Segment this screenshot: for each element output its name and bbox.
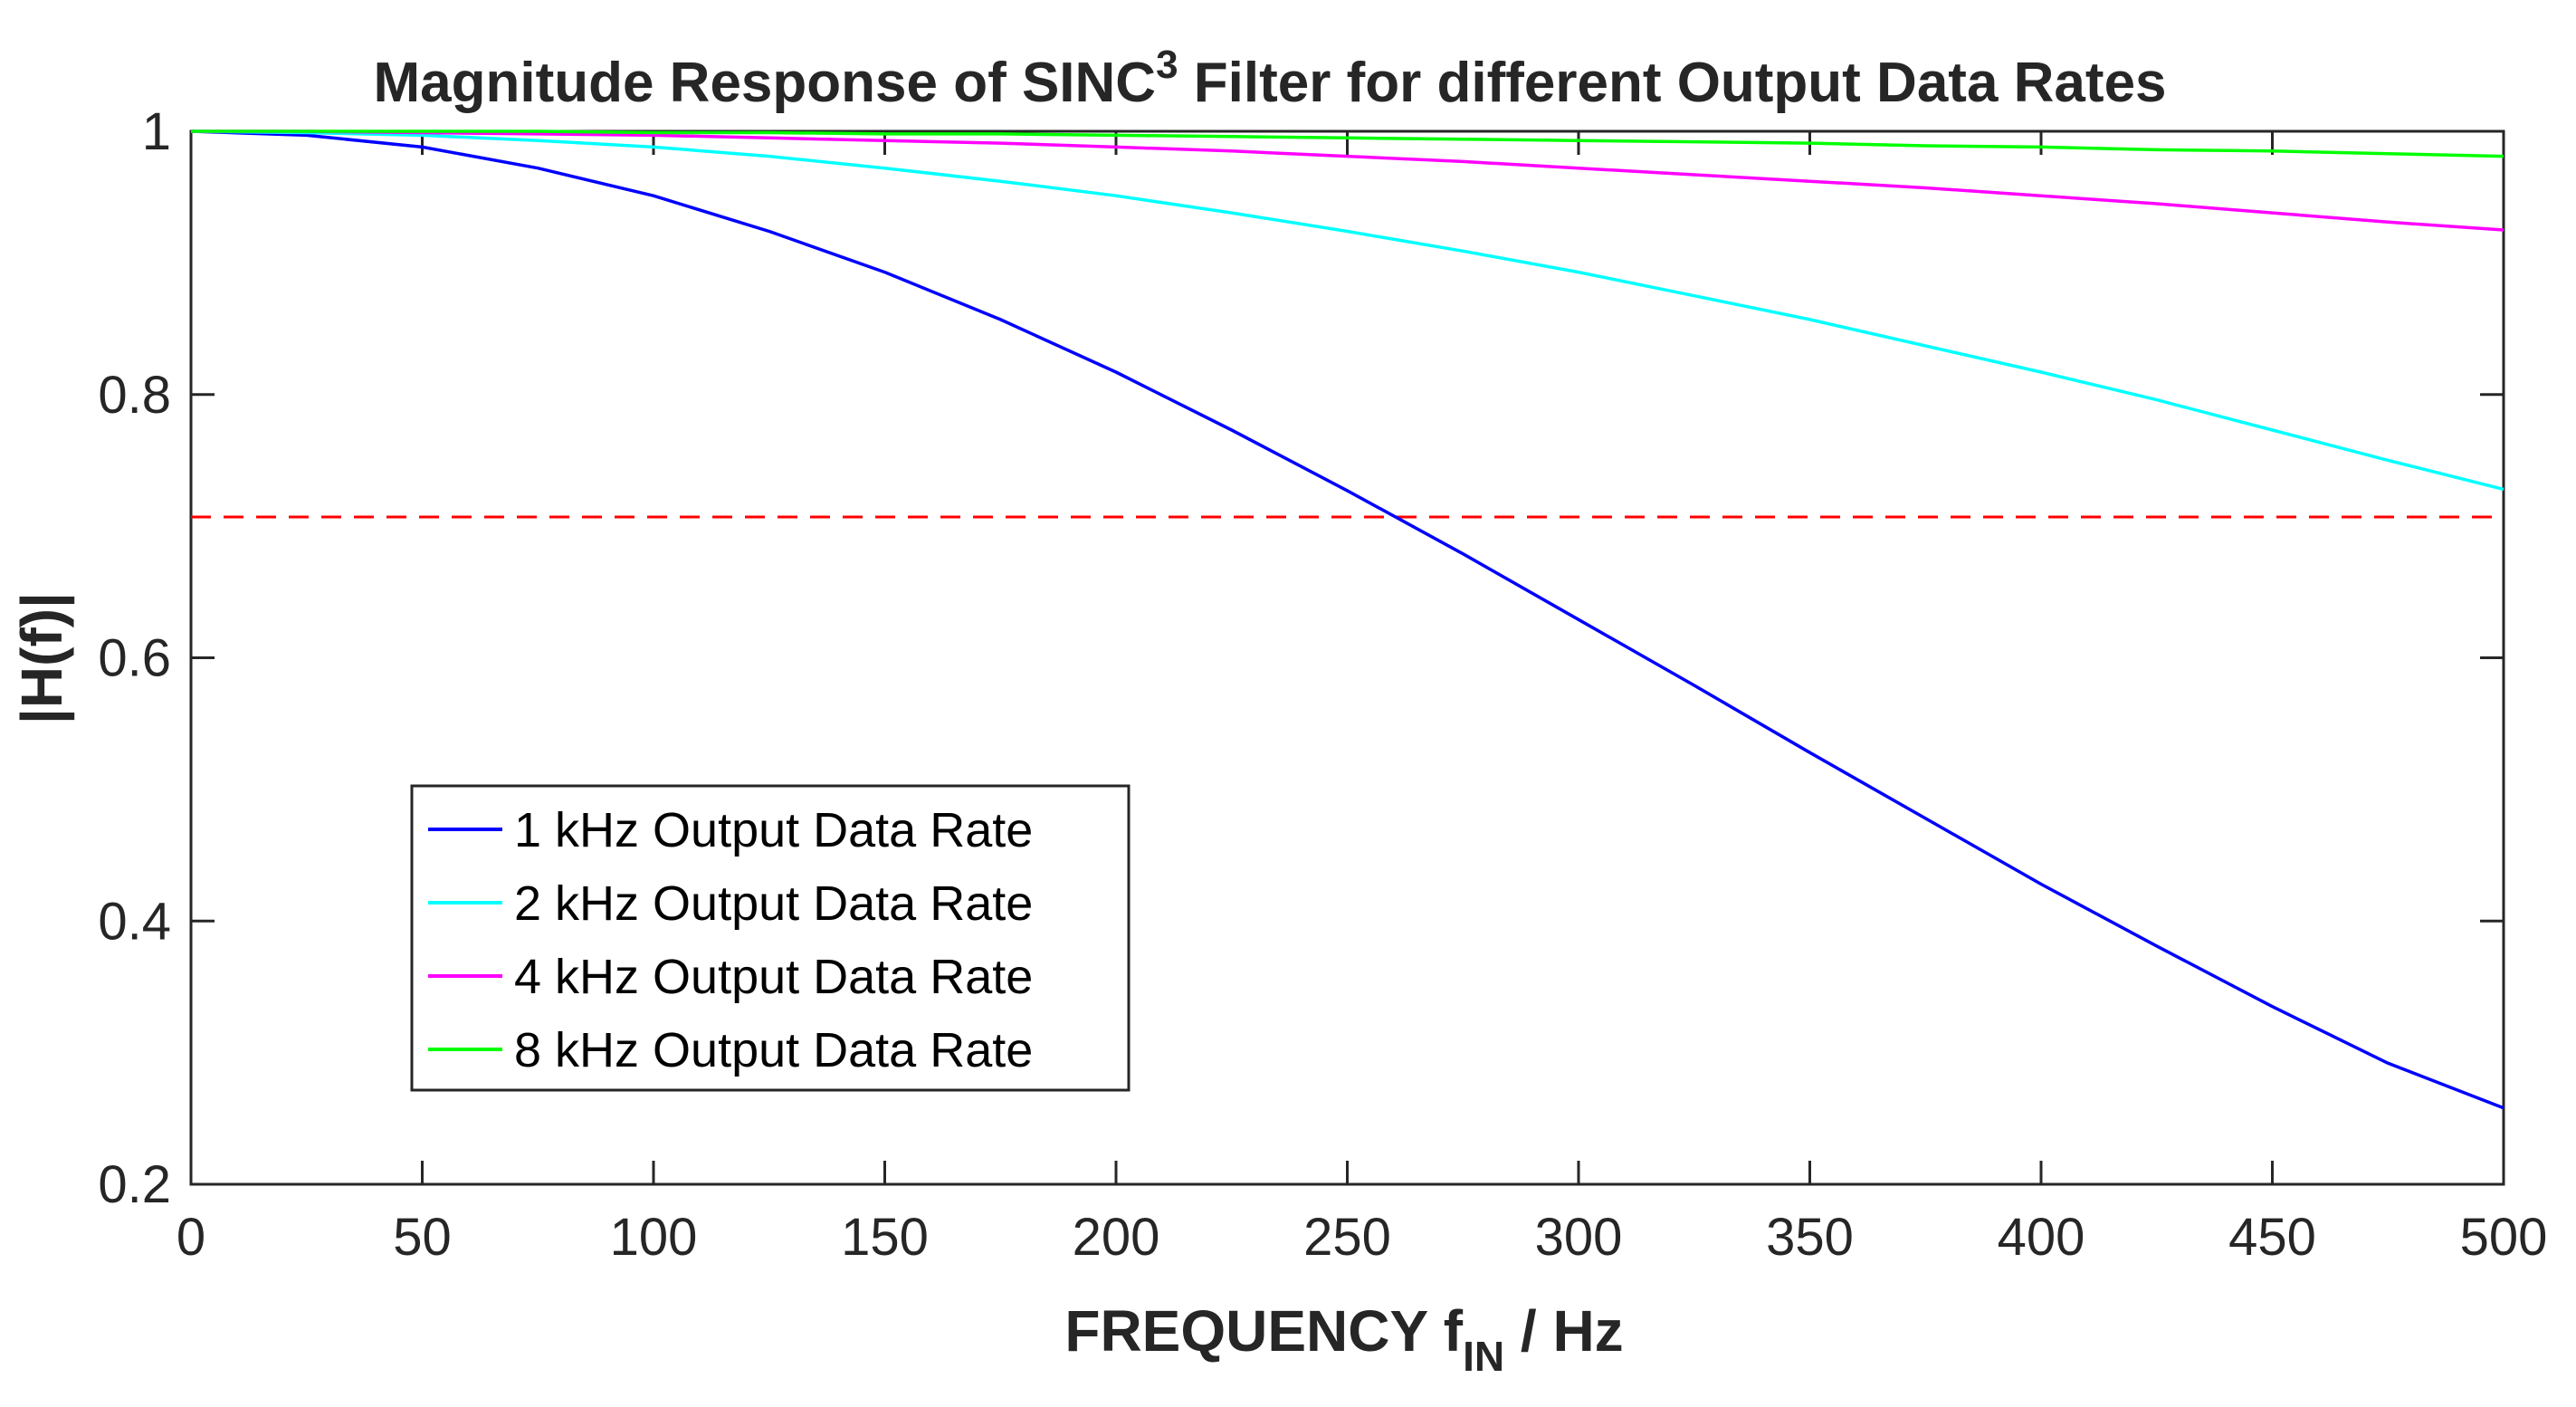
y-axis-label: |H(f)| bbox=[9, 592, 75, 724]
y-axis-ticks: 0.2 0.4 0.6 0.8 1 bbox=[98, 102, 2504, 1214]
x-tick-label: 0 bbox=[177, 1208, 205, 1267]
x-tick-label: 500 bbox=[2460, 1208, 2548, 1267]
x-tick-label: 300 bbox=[1535, 1208, 1623, 1267]
legend-items: 1 kHz Output Data Rate 2 kHz Output Data … bbox=[428, 803, 1033, 1077]
y-tick-label: 0.6 bbox=[98, 629, 171, 688]
series-line-4 bbox=[191, 129, 2504, 158]
x-axis-label: FREQUENCY fIN / Hz bbox=[1064, 1298, 1623, 1380]
legend-label: 4 kHz Output Data Rate bbox=[514, 950, 1033, 1004]
y-tick-label: 0.8 bbox=[98, 366, 171, 425]
y-tick-label: 0.2 bbox=[98, 1155, 171, 1214]
series-layer bbox=[190, 129, 2504, 1110]
x-tick-label: 50 bbox=[393, 1208, 452, 1267]
x-tick-label: 450 bbox=[2228, 1208, 2316, 1267]
series-line-2 bbox=[190, 129, 2504, 492]
x-tick-label: 150 bbox=[841, 1208, 929, 1267]
legend-box bbox=[410, 784, 1131, 1092]
y-tick-label: 1 bbox=[142, 102, 171, 161]
y-tick-label: 0.4 bbox=[98, 892, 171, 951]
x-tick-label: 100 bbox=[610, 1208, 698, 1267]
legend: 1 kHz Output Data Rate 2 kHz Output Data … bbox=[410, 784, 1131, 1092]
x-tick-label: 200 bbox=[1073, 1208, 1160, 1267]
chart-title: Magnitude Response of SINC3 Filter for d… bbox=[373, 43, 2166, 114]
x-tick-label: 400 bbox=[1998, 1208, 2085, 1267]
x-tick-label: 250 bbox=[1303, 1208, 1391, 1267]
series-line-1 bbox=[190, 129, 2504, 1110]
legend-label: 2 kHz Output Data Rate bbox=[514, 876, 1033, 931]
legend-label: 1 kHz Output Data Rate bbox=[514, 803, 1033, 857]
series-line-3 bbox=[191, 129, 2504, 232]
x-tick-label: 350 bbox=[1766, 1208, 1854, 1267]
x-axis-ticks: 0 50 100 150 200 250 300 350 400 450 500 bbox=[177, 131, 2548, 1267]
legend-label: 8 kHz Output Data Rate bbox=[514, 1023, 1033, 1077]
